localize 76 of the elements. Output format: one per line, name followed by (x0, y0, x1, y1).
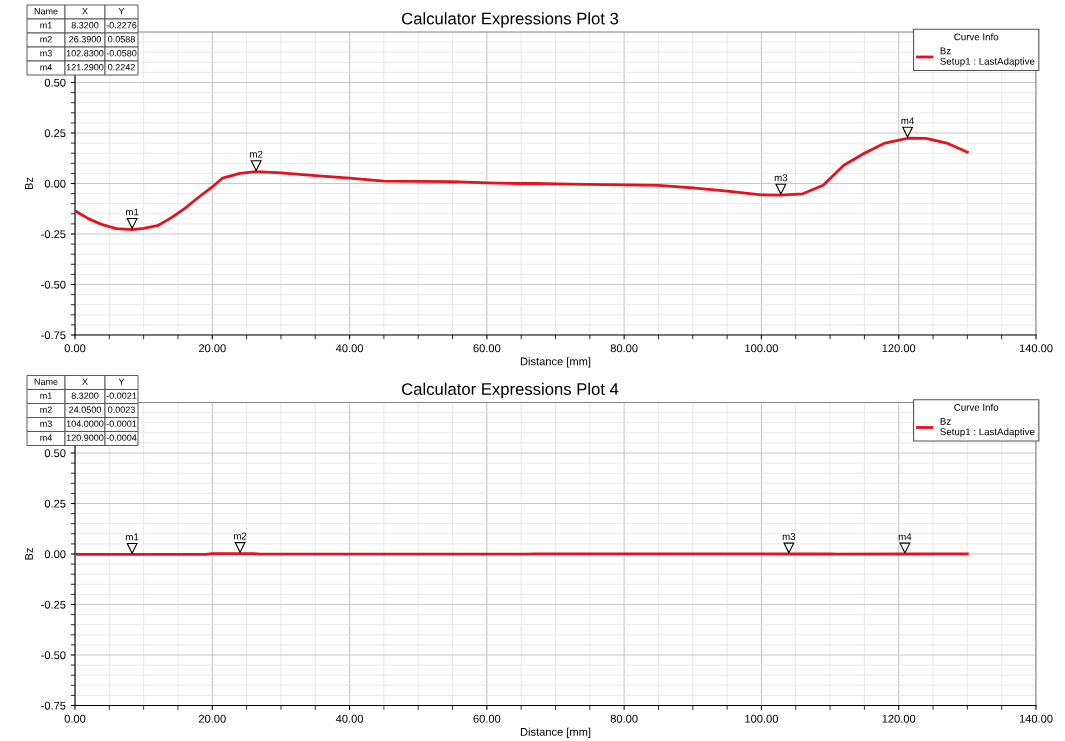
annotation: -0.0580 (106, 50, 137, 57)
annotation: m4 (901, 117, 915, 125)
annotation: 104.0000 (66, 420, 104, 427)
annotation: 0.0023 (108, 406, 135, 413)
x-axis-title: Distance [mm] (520, 727, 591, 739)
y-tick-label: -0.50 (41, 651, 66, 660)
text: m3 (40, 50, 52, 57)
y-tick-label: -0.75 (41, 701, 66, 710)
annotation: 0.2242 (108, 64, 135, 71)
annotation: -0.0001 (106, 420, 137, 427)
x-axis-title: Distance [mm] (520, 357, 591, 368)
annotation: 120.9000 (66, 434, 104, 441)
annotation: -0.0004 (106, 434, 137, 441)
text: -0.0021 (106, 392, 137, 399)
annotation: m4 (898, 533, 912, 540)
y-axis-title: Bz (25, 548, 33, 560)
annotation: m1 (126, 208, 139, 216)
annotation: m3 (774, 174, 788, 182)
text: m2 (40, 36, 52, 43)
x-tick-label: 100.00 (745, 714, 778, 723)
y-tick-label: 0.00 (44, 550, 66, 559)
x-tick-label: 0.00 (64, 714, 86, 723)
y-tick-label: 0.25 (44, 129, 66, 138)
legend-title: Curve Info (954, 403, 999, 411)
annotation: m1 (126, 533, 139, 541)
text: Y (118, 8, 125, 15)
y-tick-label: 0.25 (44, 499, 66, 508)
y-tick-label: 0.00 (44, 179, 66, 188)
text: m1 (40, 22, 52, 29)
legend-label: Bz Setup1 : LastAdaptive (940, 417, 1035, 438)
x-tick-label: 100.00 (745, 344, 778, 353)
annotation: 121.2900 (66, 64, 104, 71)
x-tick-label: 80.00 (610, 344, 638, 353)
x-tick-label: 40.00 (335, 344, 364, 353)
text: Y (118, 378, 125, 385)
text: m1 (40, 392, 52, 399)
legend-title: Curve Info (954, 33, 999, 41)
annotation: 24.0500 (69, 406, 101, 413)
y-tick-label: -0.50 (41, 280, 66, 289)
text: 8.3200 (71, 22, 99, 29)
text: m4 (40, 434, 53, 441)
y-tick-label: 0.50 (44, 449, 66, 458)
annotation: m2 (250, 150, 263, 158)
x-tick-label: 140.00 (1019, 344, 1053, 353)
x-tick-label: 80.00 (610, 714, 638, 723)
annotation: m3 (782, 533, 796, 540)
text: -0.2276 (106, 22, 137, 29)
text: Name (34, 378, 58, 385)
x-tick-label: 60.00 (473, 344, 501, 353)
y-axis-title: Bz (25, 177, 33, 190)
x-tick-label: 60.00 (473, 714, 501, 723)
x-tick-label: 120.00 (882, 344, 916, 353)
y-tick-label: -0.25 (41, 600, 66, 609)
text: m2 (40, 406, 52, 413)
text: Name (34, 8, 58, 15)
x-tick-label: 140.00 (1019, 714, 1053, 723)
annotation: m2 (233, 532, 247, 540)
text: m3 (40, 420, 52, 427)
x-tick-label: 0.00 (64, 344, 86, 353)
annotation: 26.3900 (69, 36, 101, 43)
chart-title: Calculator Expressions Plot 4 (402, 382, 619, 399)
y-tick-label: -0.25 (41, 230, 66, 239)
text: m4 (40, 64, 53, 71)
x-tick-label: 40.00 (335, 714, 364, 723)
y-tick-label: -0.75 (41, 331, 66, 340)
annotation: 0.0588 (108, 36, 135, 43)
text: X (82, 378, 88, 385)
x-tick-label: 120.00 (882, 714, 916, 723)
legend-label: Bz Setup1 : LastAdaptive (940, 47, 1035, 67)
chart-title: Calculator Expressions Plot 3 (402, 12, 619, 28)
text: X (82, 8, 88, 15)
y-tick-label: 0.50 (44, 78, 66, 87)
x-tick-label: 20.00 (198, 714, 226, 723)
annotation: 102.8300 (66, 50, 104, 57)
x-tick-label: 20.00 (198, 344, 226, 353)
text: 8.3200 (71, 392, 99, 399)
